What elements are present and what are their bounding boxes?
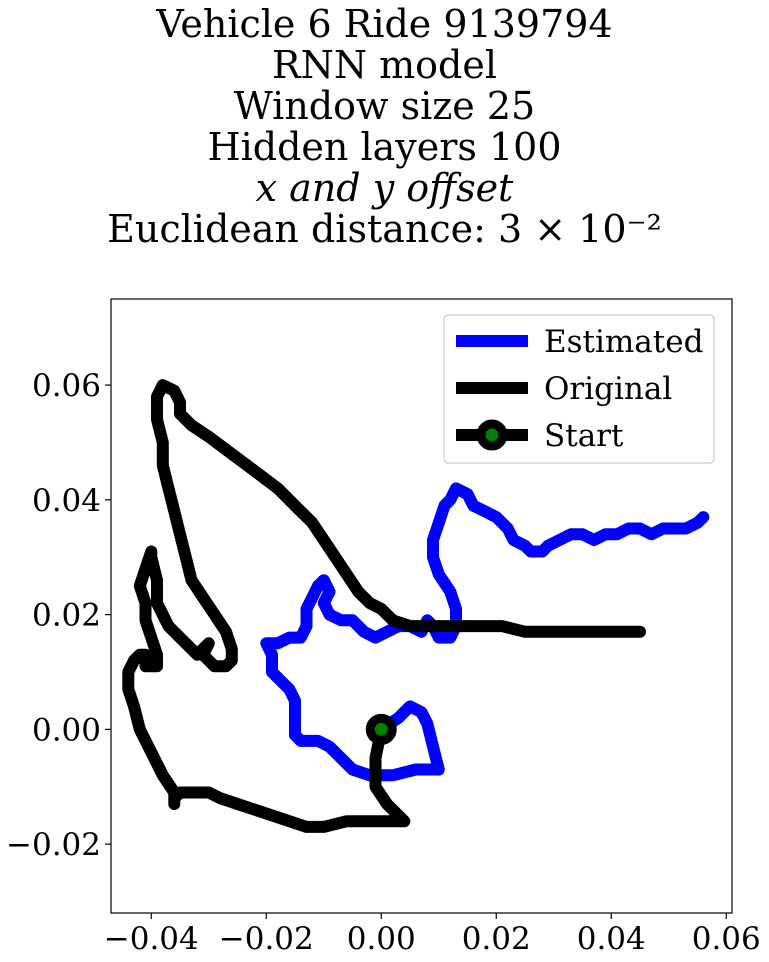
y-tick-label: 0.06: [32, 368, 101, 404]
title-line-1: Vehicle 6 Ride 9139794: [156, 2, 613, 46]
axes-frame: [110, 298, 733, 914]
legend-estimated-label: Estimated: [544, 324, 703, 360]
x-tick-label: 0.04: [577, 921, 646, 957]
title-line-2: RNN model: [271, 43, 498, 87]
start-point-marker: [365, 713, 397, 745]
y-tick-label: 0.02: [32, 598, 101, 634]
y-tick-label: 0.00: [32, 712, 101, 748]
y-tick-label: 0.04: [32, 483, 101, 519]
axes: −0.04 −0.02 0.00 0.02 0.04 0.06 −0.02 0.00 0.02 0…: [6, 368, 761, 957]
x-tick-label: 0.06: [692, 921, 761, 957]
title-line-5: x and y offset: [255, 166, 514, 210]
legend-original-label: Original: [544, 371, 672, 407]
x-tick-label: −0.02: [219, 921, 314, 957]
x-tick-label: 0.02: [462, 921, 531, 957]
original-series-line: [122, 379, 646, 833]
series-layer: [122, 379, 710, 833]
y-tick-label: −0.02: [6, 827, 101, 863]
legend-start-marker: [476, 419, 508, 451]
legend: Estimated Original Start: [443, 314, 715, 464]
x-tick-label: 0.00: [347, 921, 416, 957]
title-line-6: Euclidean distance: 3 × 10⁻²: [107, 207, 662, 251]
chart-title: Vehicle 6 Ride 9139794 RNN model Window …: [0, 4, 769, 250]
legend-box: [443, 314, 715, 464]
x-tick-label: −0.04: [104, 921, 199, 957]
legend-start-label: Start: [544, 418, 624, 454]
title-line-4: Hidden layers 100: [207, 125, 562, 169]
title-line-3: Window size 25: [233, 84, 536, 128]
